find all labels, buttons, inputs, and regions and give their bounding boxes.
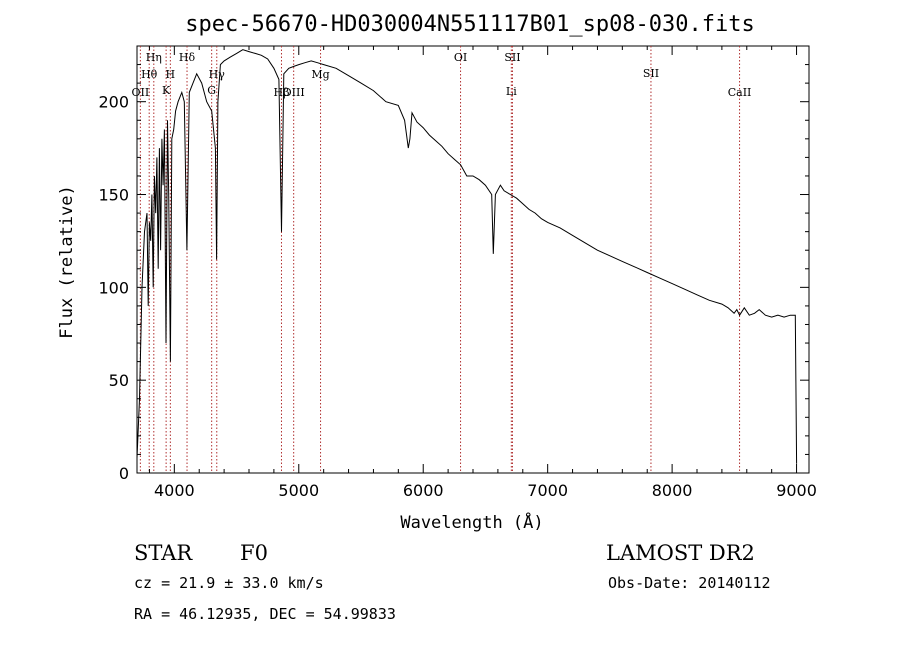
chart-title: spec-56670-HD030004N551117B01_sp08-030.f…: [185, 12, 755, 37]
spectral-subclass: F0: [240, 541, 268, 565]
line-marker-label: H: [166, 68, 176, 81]
y-tick-label: 50: [109, 371, 129, 390]
line-marker-label: CaII: [728, 86, 752, 99]
redshift-text: cz = 21.9 ± 33.0 km/s: [134, 574, 324, 592]
x-tick-label: 4000: [154, 481, 195, 500]
x-tick-label: 8000: [652, 481, 693, 500]
line-marker-label: Mg: [311, 68, 329, 81]
obs-date-text: Obs-Date: 20140112: [608, 574, 771, 592]
line-marker-label: SII: [643, 67, 659, 80]
plot-frame: [136, 45, 810, 474]
line-marker-label: SII: [504, 51, 520, 64]
line-marker-label: OII: [132, 86, 150, 99]
y-axis-ticks: 0 50 100 150 200: [98, 64, 809, 483]
x-tick-label: 9000: [776, 481, 817, 500]
line-marker-label: G: [207, 84, 216, 97]
line-marker-label: Li: [506, 85, 517, 98]
y-tick-label: 200: [98, 93, 129, 112]
line-marker-label: OI: [454, 51, 467, 64]
x-tick-label: 5000: [278, 481, 319, 500]
x-axis-ticks: 4000 5000 6000 7000 8000 9000: [148, 46, 817, 500]
y-tick-label: 100: [98, 278, 129, 297]
line-marker-label: K: [162, 84, 171, 97]
object-type: STAR: [134, 541, 193, 565]
y-tick-label: 150: [98, 186, 129, 205]
line-marker-label: Hγ: [209, 68, 226, 81]
survey-name: LAMOST DR2: [606, 541, 755, 565]
y-tick-label: 0: [119, 464, 129, 483]
y-axis-label: Flux (relative): [57, 185, 77, 339]
x-tick-label: 7000: [527, 481, 568, 500]
coordinates-text: RA = 46.12935, DEC = 54.99833: [134, 605, 396, 623]
spectrum-line: [136, 49, 798, 464]
line-marker-label: OIII: [283, 86, 305, 99]
line-marker-label: Hδ: [179, 51, 196, 64]
line-marker-label: Hθ: [141, 68, 158, 81]
x-axis-label: Wavelength (Å): [400, 511, 543, 533]
line-marker-label: Hη: [146, 51, 162, 64]
x-tick-label: 6000: [403, 481, 444, 500]
line-marker-label: Hβ: [274, 86, 290, 99]
spectral-line-markers: [139, 46, 741, 473]
